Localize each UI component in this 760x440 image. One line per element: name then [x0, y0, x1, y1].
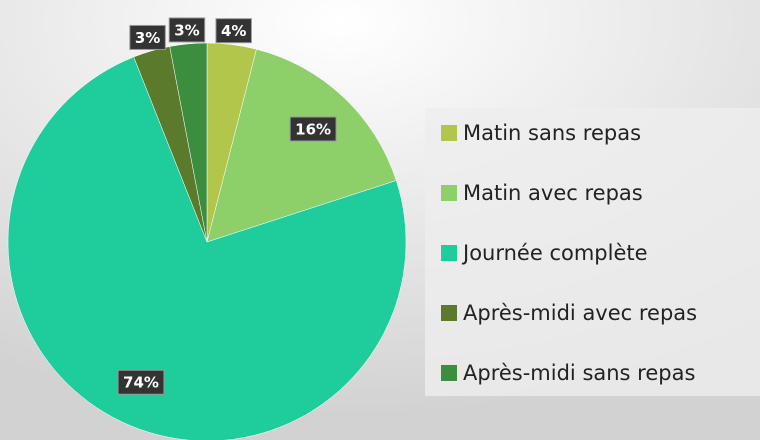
- legend-label: Après-midi sans repas: [463, 361, 695, 385]
- legend-swatch: [441, 185, 457, 201]
- data-label-text: 3%: [135, 29, 160, 47]
- legend-label: Journée complète: [461, 241, 648, 265]
- legend-swatch: [441, 245, 457, 261]
- data-label-text: 3%: [174, 21, 199, 39]
- legend-swatch: [441, 125, 457, 141]
- data-label: 3%: [129, 24, 166, 50]
- legend-box: [425, 108, 760, 396]
- data-label-text: 74%: [123, 374, 159, 392]
- pie-slice: [169, 42, 208, 243]
- legend-swatch: [441, 365, 457, 381]
- data-label-box: [129, 24, 166, 50]
- data-label: 16%: [289, 116, 337, 142]
- pie-slice: [206, 48, 397, 243]
- legend-label: Matin avec repas: [463, 181, 643, 205]
- data-label-box: [215, 18, 252, 44]
- data-label: 74%: [117, 369, 165, 395]
- data-label: 3%: [168, 17, 206, 43]
- data-label-box: [117, 369, 165, 395]
- pie-slice: [7, 56, 407, 440]
- data-label-box: [289, 116, 337, 142]
- legend-label: Après-midi avec repas: [463, 301, 697, 325]
- legend-label: Matin sans repas: [463, 121, 641, 145]
- data-label-text: 16%: [295, 121, 331, 139]
- data-label-box: [168, 17, 206, 43]
- data-label: 4%: [215, 18, 252, 44]
- legend-swatch: [441, 305, 457, 321]
- data-label-text: 4%: [221, 22, 246, 40]
